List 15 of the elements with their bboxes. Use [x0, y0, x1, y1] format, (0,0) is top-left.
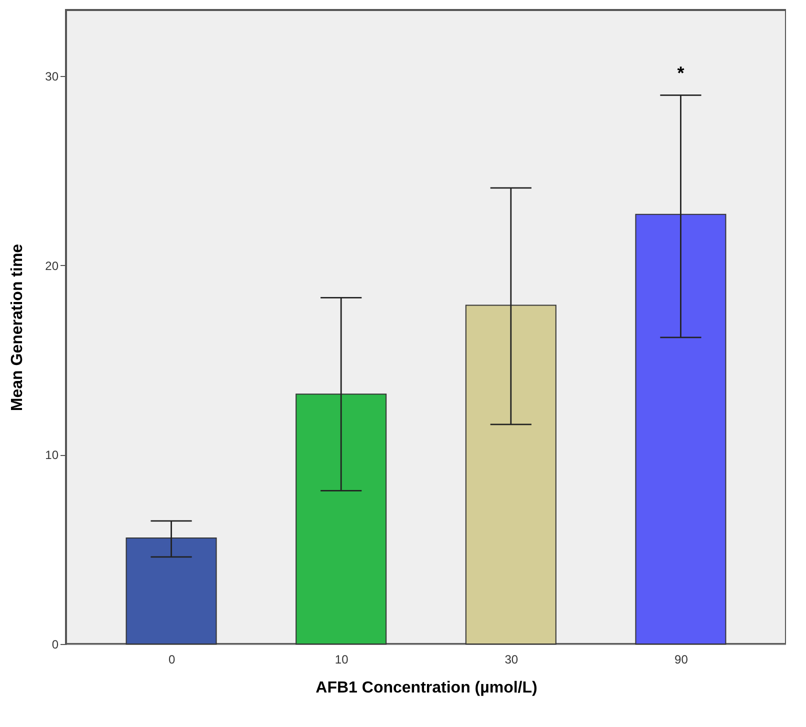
y-axis-title: Mean Generation time: [9, 244, 26, 412]
y-tick-label: 0: [52, 638, 59, 652]
x-axis-title: AFB1 Concentration (µmol/L): [316, 680, 538, 696]
x-tick-label: 10: [334, 652, 349, 666]
bar: [296, 394, 387, 644]
x-tick-label: 30: [504, 652, 518, 666]
bar: [465, 304, 556, 644]
annotation: *: [677, 63, 684, 84]
x-tick-label: 0: [168, 652, 176, 666]
bar: [635, 214, 726, 644]
y-tick-label: 20: [45, 258, 59, 273]
x-tick-label: 90: [674, 652, 688, 666]
y-tick-label: 30: [45, 70, 59, 84]
y-tick-label: 10: [45, 448, 59, 462]
bar: [126, 538, 217, 644]
